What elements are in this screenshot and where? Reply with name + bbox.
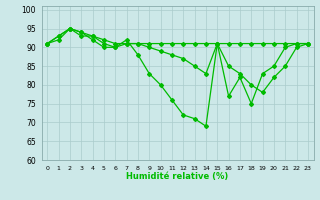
X-axis label: Humidité relative (%): Humidité relative (%) (126, 172, 229, 181)
